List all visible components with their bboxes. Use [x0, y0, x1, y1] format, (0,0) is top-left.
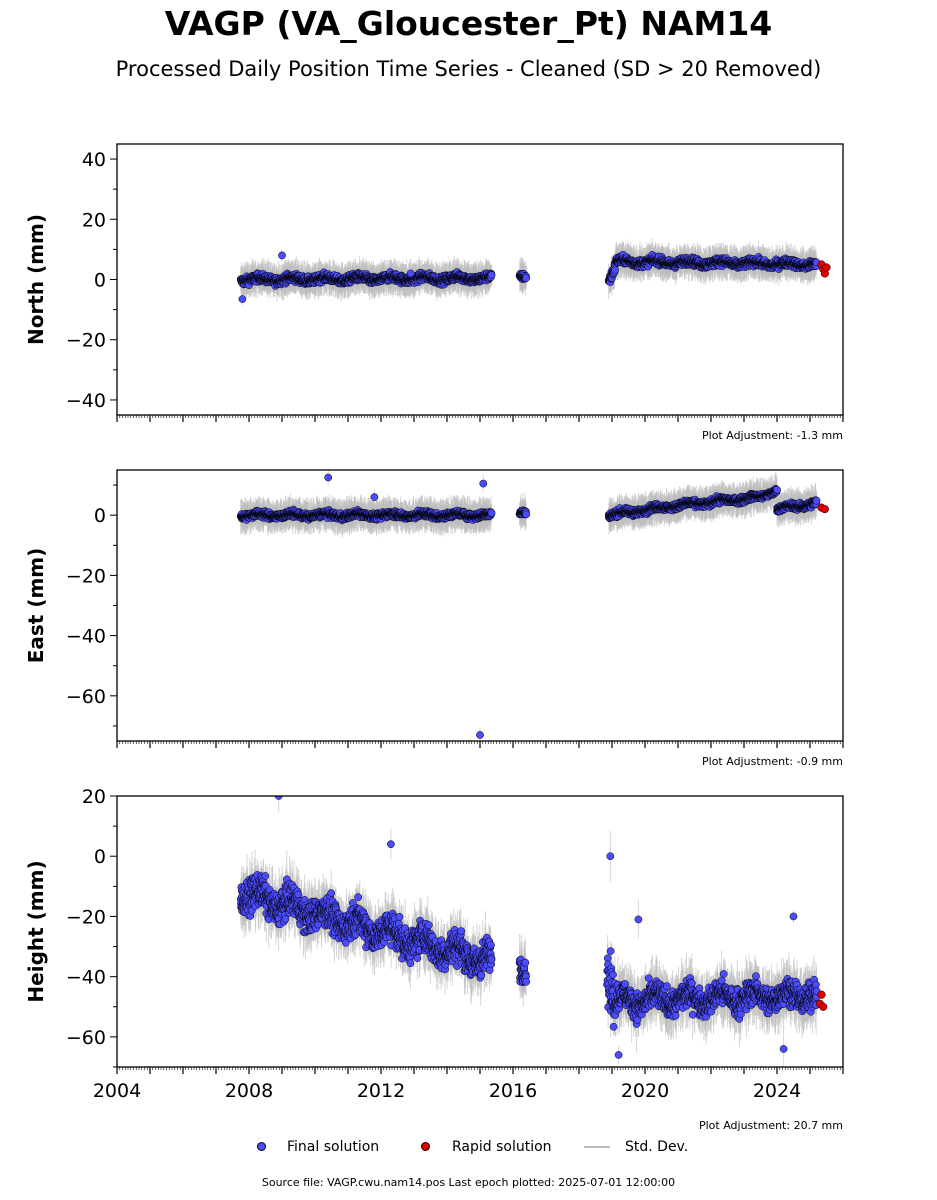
final-solution-point — [522, 274, 531, 282]
final-solution-point — [238, 295, 247, 303]
y-tick-label: 20 — [82, 209, 106, 231]
plot-adjustment-label: Plot Adjustment: -1.3 mm — [702, 429, 843, 442]
final-solution-point — [278, 251, 286, 260]
chart-title: VAGP (VA_Gloucester_Pt) NAM14 — [164, 4, 773, 43]
y-axis-label: North (mm) — [24, 214, 48, 345]
final-solution-point — [406, 269, 415, 278]
data-points — [236, 238, 831, 306]
y-tick-label: 40 — [82, 149, 106, 171]
rapid-solution-point — [822, 263, 831, 272]
panel-0: −40 −20 0 20 40 North (mm) Plot Adjustment: -1… — [24, 143, 844, 442]
y-tick-label: −20 — [66, 330, 106, 352]
data-points — [236, 470, 829, 741]
y-tick-label: 0 — [94, 270, 106, 292]
final-solution-point — [487, 271, 496, 279]
y-tick-label: −40 — [66, 390, 106, 412]
chart-subtitle: Processed Daily Position Time Series - C… — [115, 57, 822, 81]
